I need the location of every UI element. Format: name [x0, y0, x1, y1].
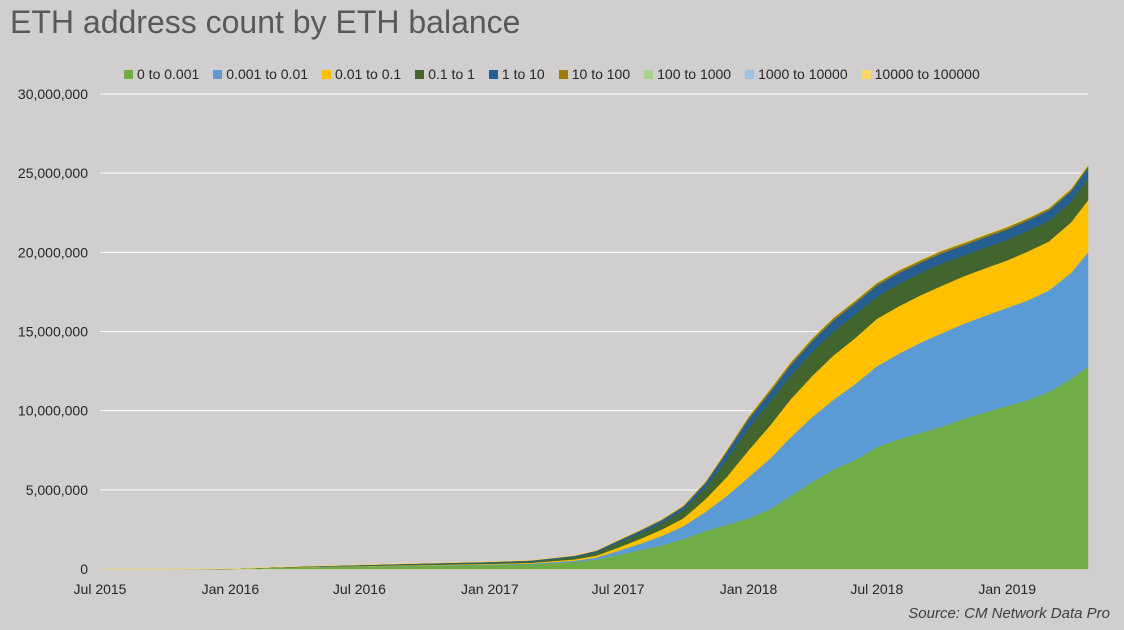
legend-label: 0.01 to 0.1	[335, 66, 402, 82]
y-tick-label: 0	[80, 561, 88, 577]
chart-legend: 0 to 0.001 0.001 to 0.01 0.01 to 0.1 0.1 to…	[124, 66, 994, 82]
legend-label: 0.1 to 1	[428, 66, 475, 82]
chart-plot-area: 0 5,000,000 10,000,000 15,000,000 20,000,000…	[18, 86, 1089, 597]
y-tick-label: 5,000,000	[26, 482, 88, 498]
legend-item: 0.001 to 0.01	[213, 66, 308, 82]
x-tick-label: Jan 2017	[461, 581, 519, 597]
x-tick-label: Jul 2016	[333, 581, 386, 597]
chart-title: ETH address count by ETH balance	[10, 4, 521, 40]
y-tick-label: 15,000,000	[18, 324, 88, 340]
x-tick-label: Jan 2019	[978, 581, 1036, 597]
x-tick-label: Jul 2015	[74, 581, 127, 597]
x-tick-label: Jan 2016	[202, 581, 260, 597]
legend-swatch	[745, 69, 755, 79]
legend-swatch	[213, 69, 223, 79]
legend-label: 10 to 100	[571, 66, 631, 82]
legend-item: 10 to 100	[558, 66, 631, 82]
x-tick-label: Jan 2018	[720, 581, 778, 597]
legend-item: 0 to 0.001	[124, 66, 199, 82]
legend-item: 0.01 to 0.1	[322, 66, 401, 82]
y-tick-label: 20,000,000	[18, 244, 88, 260]
legend-swatch	[558, 69, 568, 79]
x-tick-label: Jul 2017	[592, 581, 645, 597]
legend-item: 100 to 1000	[644, 66, 731, 82]
legend-label: 0.001 to 0.01	[226, 66, 309, 82]
y-tick-label: 10,000,000	[18, 403, 88, 419]
legend-swatch	[861, 69, 871, 79]
legend-swatch	[415, 69, 425, 79]
legend-label: 1000 to 10000	[758, 66, 848, 82]
y-tick-label: 25,000,000	[18, 165, 88, 181]
legend-item: 1 to 10	[488, 66, 545, 82]
legend-swatch	[488, 69, 498, 79]
legend-label: 0 to 0.001	[137, 66, 200, 82]
legend-item: 1000 to 10000	[745, 66, 848, 82]
legend-item: 0.1 to 1	[415, 66, 475, 82]
source-note: Source: CM Network Data Pro	[908, 605, 1110, 622]
area-series-9	[100, 164, 1089, 570]
legend-label: 1 to 10	[501, 66, 545, 82]
legend-swatch	[644, 69, 654, 79]
legend-item: 10000 to 100000	[861, 66, 980, 82]
x-tick-label: Jul 2018	[850, 581, 903, 597]
legend-swatch	[124, 69, 133, 79]
legend-label: 100 to 1000	[657, 66, 732, 82]
legend-label: 10000 to 100000	[874, 66, 980, 82]
y-tick-label: 30,000,000	[18, 86, 88, 102]
legend-swatch	[322, 69, 332, 79]
